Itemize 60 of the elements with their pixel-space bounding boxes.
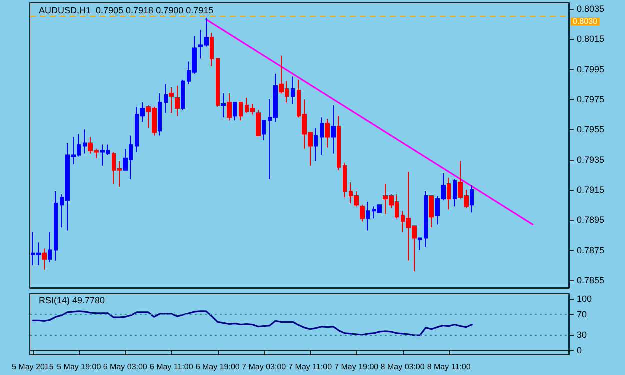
y-tick-label: 0.7915: [577, 184, 605, 195]
chart-title: AUDUSD,H1 0.7905 0.7918 0.7900 0.7915: [39, 6, 214, 16]
x-tick-label: 7 May 11:00: [288, 362, 333, 372]
x-tick-label: 7 May 19:00: [334, 362, 380, 372]
candlestick: [262, 120, 266, 141]
candlestick: [331, 105, 336, 154]
candlestick: [169, 86, 174, 114]
y-tick-label: 0.7855: [577, 275, 605, 286]
y-tick-label: 70: [577, 310, 588, 320]
x-tick-label: 8 May 11:00: [427, 362, 472, 372]
x-tick-label: 6 May 19:00: [196, 362, 240, 372]
candlestick: [175, 85, 180, 117]
x-tick-label: 6 May 11:00: [150, 362, 194, 372]
y-tick-label: 0.7975: [577, 94, 605, 105]
y-tick-label: 30: [577, 330, 588, 340]
x-tick-label: 8 May 03:00: [380, 362, 426, 372]
candlestick: [429, 196, 434, 228]
candlestick: [314, 128, 318, 162]
ref-line-label: 0.8030: [573, 17, 598, 26]
candlestick: [216, 58, 220, 108]
candlestick: [221, 92, 226, 118]
candlestick: [239, 102, 243, 122]
candlestick: [366, 202, 370, 232]
y-tick-label: 100: [577, 294, 592, 304]
line-series: [32, 310, 473, 336]
candlestick: [54, 190, 58, 262]
y-tick-label: 0.7895: [577, 215, 605, 226]
y-tick-label: 0.8035: [577, 4, 605, 14]
x-tick-label: 6 May 03:00: [103, 362, 148, 372]
y-tick-label: 0: [577, 345, 582, 356]
candlestick: [343, 162, 347, 198]
candlestick: [42, 248, 47, 270]
candlestick: [181, 79, 185, 111]
candlestick: [360, 204, 365, 222]
candlestick: [227, 92, 232, 122]
chart-title: RSI(14) 49.7780: [39, 296, 106, 306]
x-tick-label: 5 May 19:00: [57, 362, 102, 372]
candlestick: [325, 118, 330, 148]
candlestick: [210, 32, 214, 67]
candlestick: [453, 178, 457, 208]
candlestick: [83, 129, 87, 154]
candlestick: [418, 238, 422, 251]
candlestick: [256, 110, 261, 136]
candlestick: [320, 117, 324, 156]
candlestick: [48, 232, 52, 263]
candlestick: [424, 190, 428, 248]
y-tick-label: 0.7995: [577, 64, 605, 74]
y-tick-label: 0.7875: [577, 245, 605, 256]
candlestick: [164, 84, 168, 114]
x-tick-label: 5 May 2015: [12, 362, 54, 372]
candlestick: [447, 177, 451, 210]
candlestick: [291, 76, 295, 105]
x-tick-label: 7 May 03:00: [242, 362, 287, 372]
candlestick: [233, 102, 237, 122]
y-tick-label: 0.8015: [577, 34, 605, 44]
candlestick: [470, 184, 474, 214]
y-tick-label: 0.7955: [577, 124, 605, 135]
candlestick: [337, 116, 341, 171]
candlestick: [158, 92, 162, 136]
y-tick-label: 0.7935: [577, 154, 605, 165]
